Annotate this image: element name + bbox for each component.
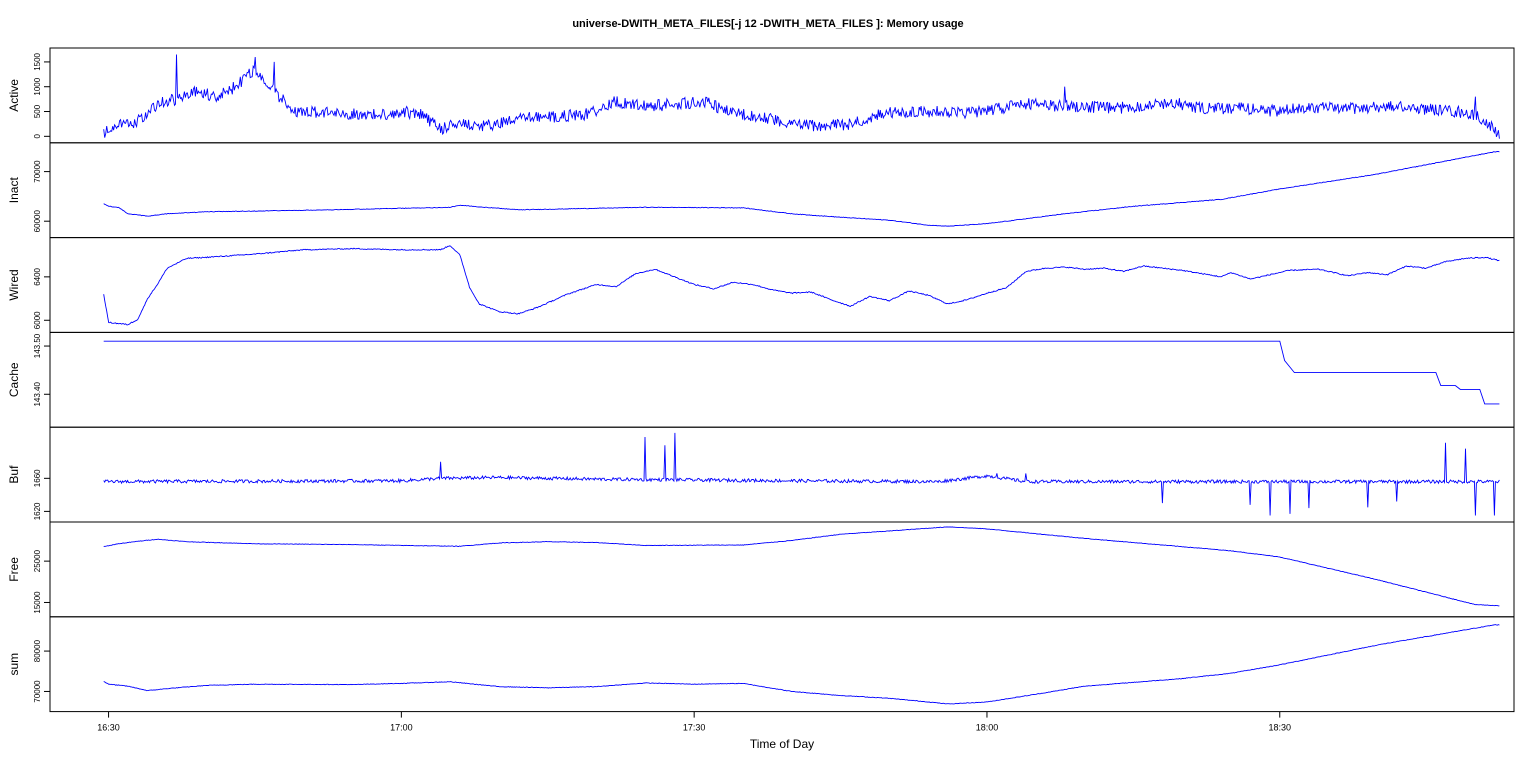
y-tick-label: 143.40 [33,382,42,407]
y-axis-label-cache: Cache [7,362,21,397]
x-tick-label: 18:00 [976,723,999,733]
x-tick-label: 17:00 [390,723,413,733]
y-tick-label: 25000 [33,549,42,572]
panel-frame [49,331,1515,428]
panel-cache: 143.40 143.50 Cache [7,331,1515,428]
series-line-active [103,54,1500,139]
y-tick-label: 143.50 [33,333,42,358]
y-tick-label: 60000 [33,210,42,233]
panel-frame [49,616,1515,713]
y-tick-label: 70000 [33,680,42,703]
series-line-wired [103,245,1500,326]
panel-frame [49,142,1515,239]
y-axis-label-wired: Wired [7,269,21,300]
panel-inact: 60000 70000 Inact [7,142,1515,239]
y-tick-label: 15000 [33,591,42,614]
series-line-sum [103,624,1500,705]
panel-buf: 1620 1660 Buf [7,426,1515,523]
y-axis-label-free: Free [7,557,21,582]
series-line-free [103,526,1500,607]
y-axis-label-inact: Inact [7,177,21,204]
y-tick-label: 0 [33,134,42,139]
x-tick-label: 16:30 [97,723,120,733]
panel-frame [49,237,1515,333]
y-tick-label: 6000 [33,311,42,329]
y-tick-label: 6400 [33,267,42,285]
panel-active: 0 500 1000 1500 Active [7,47,1515,144]
x-tick-label: 18:30 [1268,723,1291,733]
y-axis-label-buf: Buf [7,465,21,484]
panel-wired: 6000 6400 Wired [7,237,1515,333]
series-line-inact [103,151,1500,227]
y-tick-label: 80000 [33,639,42,662]
y-tick-label: 70000 [33,160,42,183]
chart-title: universe-DWITH_META_FILES[-j 12 -DWITH_M… [572,18,963,30]
series-line-buf [103,432,1500,516]
panel-frame [49,426,1515,523]
panel-frame [49,47,1515,144]
y-tick-label: 1000 [33,77,42,95]
panel-sum: 70000 80000 sum [7,616,1515,713]
x-axis: 16:30 17:00 17:30 18:00 18:30 [97,711,1291,733]
panel-frame [49,521,1515,618]
series-line-cache [103,340,1500,405]
panel-free: 15000 25000 Free [7,521,1515,618]
x-axis-label: Time of Day [750,737,814,751]
y-axis-label-sum: sum [7,653,21,676]
y-tick-label: 500 [33,104,42,118]
y-tick-label: 1660 [33,469,42,487]
y-tick-label: 1500 [33,52,42,70]
y-axis-label-active: Active [7,79,21,112]
x-tick-label: 17:30 [683,723,706,733]
panels-group: 0 500 1000 1500 Active 60000 70000 Inact 6000 640… [7,47,1515,713]
y-tick-label: 1620 [33,502,42,520]
